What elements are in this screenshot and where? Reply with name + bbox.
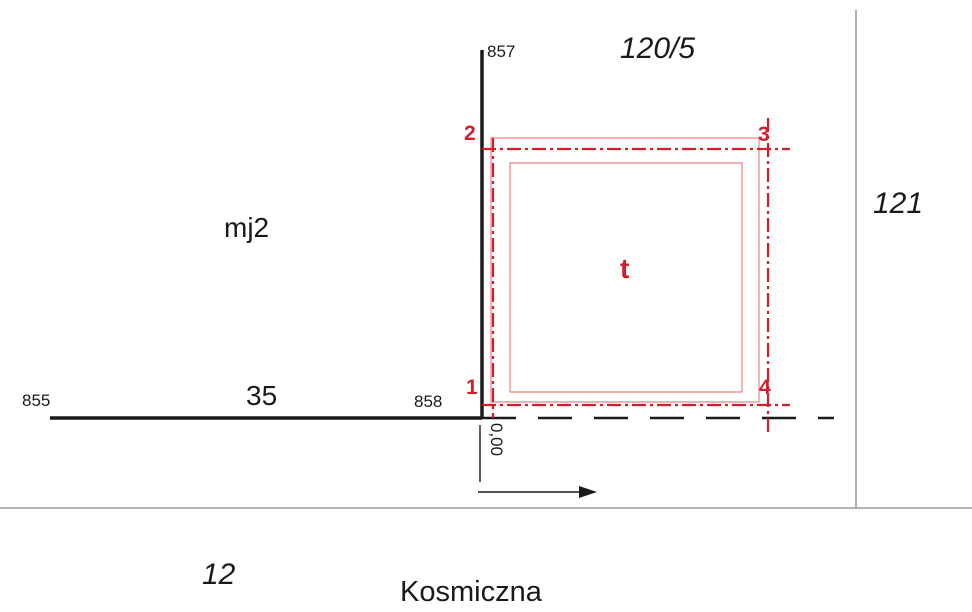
corner-label-4: 4: [759, 376, 771, 399]
parcel-number-12: 12: [202, 558, 236, 591]
building-outline-inner: [509, 162, 743, 393]
parcel-number-121: 121: [873, 187, 924, 220]
corner-label-2: 2: [464, 122, 476, 145]
segment-length-label: 35: [246, 380, 278, 411]
direction-arrow-head: [579, 486, 597, 498]
street-name: Kosmiczna: [400, 576, 542, 608]
point-855-label: 855: [22, 391, 51, 410]
point-858-label: 858: [414, 392, 443, 411]
parcel-number-120-5: 120/5: [620, 32, 696, 65]
building-outline-outer: [490, 137, 760, 403]
point-857-label: 857: [487, 42, 516, 61]
offset-label: 0,00: [487, 423, 506, 457]
corner-label-1: 1: [466, 376, 478, 399]
zone-label-mj2: mj2: [224, 212, 270, 243]
building-zone-symbol: t: [620, 253, 630, 284]
corner-label-3: 3: [758, 123, 770, 146]
